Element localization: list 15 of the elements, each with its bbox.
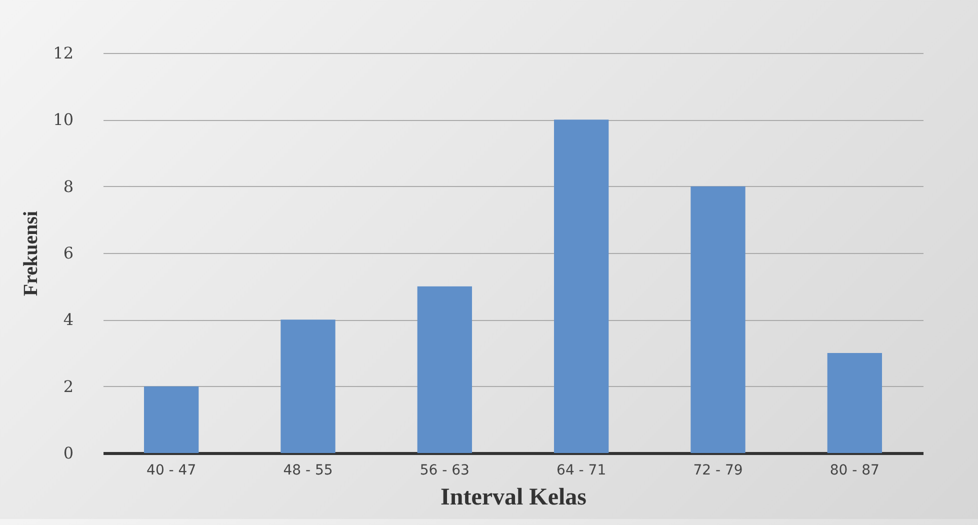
x-axis-title: Interval Kelas [440, 484, 586, 510]
x-tick-label: 40 - 47 [146, 462, 196, 478]
x-tick-label: 80 - 87 [830, 462, 880, 478]
y-axis-title: Frekuensi [20, 210, 42, 296]
y-tick-label: 10 [53, 110, 74, 130]
x-tick-label: 72 - 79 [693, 462, 743, 478]
y-tick-label: 4 [63, 310, 74, 330]
y-tick-label: 2 [63, 376, 74, 396]
y-tick-label: 12 [53, 44, 74, 62]
x-tick-label: 48 - 55 [283, 462, 333, 478]
y-tick-label: 6 [63, 244, 74, 262]
x-tick-label: 64 - 71 [556, 462, 606, 478]
x-tick-label: 56 - 63 [420, 462, 470, 478]
y-tick-label: 8 [63, 176, 74, 196]
y-tick-label: 0 [63, 444, 74, 462]
